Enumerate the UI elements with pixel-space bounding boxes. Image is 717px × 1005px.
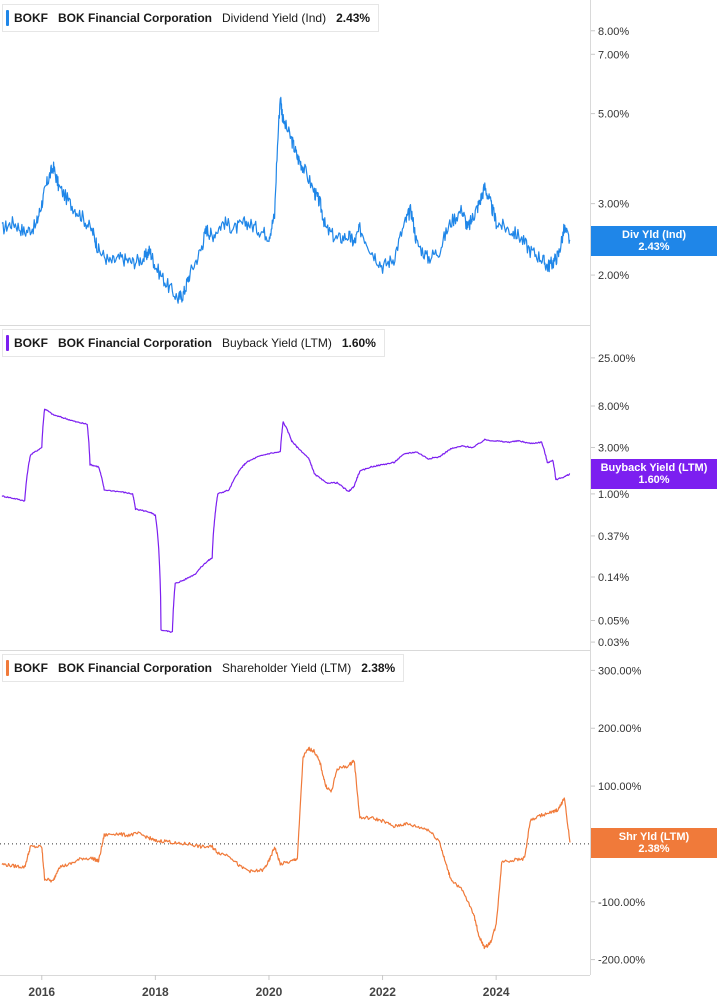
y-tick-label: 300.00% <box>598 665 642 677</box>
legend-ticker: BOKF <box>14 661 48 675</box>
y-tick-label: 8.00% <box>598 26 629 38</box>
legend-value: 2.38% <box>361 661 396 675</box>
x-axis: 2016 2018 2020 2022 2024 <box>28 975 510 999</box>
x-tick-label: 2024 <box>483 985 510 999</box>
chart-frame <box>0 0 591 976</box>
badge-label: Div Yld (Ind) <box>622 228 686 241</box>
series-line <box>1 96 571 304</box>
y-tick-label: -100.00% <box>598 897 645 909</box>
y-tick-label: 0.05% <box>598 615 629 627</box>
legend-shareholder-yield[interactable]: BOKF BOK Financial Corporation Sharehold… <box>2 654 405 682</box>
x-tick-label: 2020 <box>256 985 283 999</box>
series-line <box>1 408 571 633</box>
y-tick-label: 1.00% <box>598 489 629 501</box>
series-line <box>1 746 571 950</box>
legend-metric: Dividend Yield (Ind) <box>222 11 327 25</box>
y-tick-label: 5.00% <box>598 109 629 121</box>
y-tick-label: 0.14% <box>598 572 629 584</box>
badge-value: 2.38% <box>638 842 670 855</box>
badge-label: Shr Yld (LTM) <box>618 830 690 843</box>
y-tick-label: 7.00% <box>598 49 629 61</box>
y-tick-label: 3.00% <box>598 442 629 454</box>
x-tick-label: 2022 <box>369 985 396 999</box>
series-color-marker <box>6 335 9 351</box>
legend-buyback-yield[interactable]: BOKF BOK Financial Corporation Buyback Y… <box>2 329 385 357</box>
shareholder-yield-panel: 300.00%200.00%100.00%0.00%-100.00%-200.0… <box>0 665 645 967</box>
y-tick-label: 0.03% <box>598 637 629 649</box>
y-tick-label: 25.00% <box>598 353 636 365</box>
y-tick-label: -200.00% <box>598 955 645 967</box>
x-tick-label: 2016 <box>28 985 55 999</box>
y-tick-label: 3.00% <box>598 199 629 211</box>
y-tick-label: 2.00% <box>598 270 629 282</box>
badge-label: Buyback Yield (LTM) <box>600 462 708 475</box>
legend-company: BOK Financial Corporation <box>58 11 213 25</box>
legend-value: 1.60% <box>341 336 376 350</box>
legend-value: 2.43% <box>336 11 371 25</box>
legend-ticker: BOKF <box>14 336 48 350</box>
legend-metric: Shareholder Yield (LTM) <box>222 661 352 675</box>
badge-value: 2.43% <box>638 240 670 253</box>
badge-value: 1.60% <box>638 474 670 487</box>
y-tick-label: 100.00% <box>598 781 642 793</box>
y-tick-label: 200.00% <box>598 723 642 735</box>
value-badge-shareholder-yield: Shr Yld (LTM) 2.38% <box>591 827 717 858</box>
legend-company: BOK Financial Corporation <box>58 336 213 350</box>
series-color-marker <box>6 660 9 676</box>
series-color-marker <box>6 10 9 26</box>
dividend-yield-panel: 8.00% 7.00% 5.00% 3.00% 2.00% <box>1 26 629 304</box>
legend-metric: Buyback Yield (LTM) <box>222 336 332 350</box>
value-badge-dividend-yield: Div Yld (Ind) 2.43% <box>591 225 717 256</box>
legend-ticker: BOKF <box>14 11 48 25</box>
y-tick-label: 8.00% <box>598 401 629 413</box>
legend-company: BOK Financial Corporation <box>58 661 213 675</box>
x-tick-label: 2018 <box>142 985 169 999</box>
y-tick-label: 0.37% <box>598 531 629 543</box>
value-badge-buyback-yield: Buyback Yield (LTM) 1.60% <box>591 459 717 490</box>
legend-dividend-yield[interactable]: BOKF BOK Financial Corporation Dividend … <box>2 4 380 32</box>
buyback-yield-panel: 25.00% 8.00% 3.00% 1.00% 0.37% 0.14% 0.05% 0.03… <box>1 353 636 649</box>
